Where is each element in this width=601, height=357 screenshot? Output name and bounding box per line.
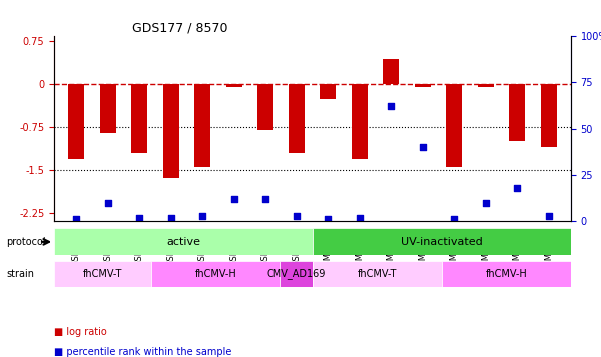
Text: active: active — [166, 237, 200, 247]
Bar — [320, 84, 336, 99]
Bar — [383, 59, 399, 84]
Point — [229, 196, 239, 202]
Point — [103, 200, 112, 206]
FancyBboxPatch shape — [151, 261, 280, 287]
Bar — [352, 84, 368, 159]
Text: ■ log ratio: ■ log ratio — [54, 327, 107, 337]
Point — [260, 196, 270, 202]
Text: fhCMV-H: fhCMV-H — [486, 269, 527, 279]
Point — [481, 200, 490, 206]
Bar — [510, 84, 525, 141]
Bar — [163, 84, 178, 178]
Bar — [257, 84, 273, 130]
Bar — [194, 84, 210, 167]
Point — [418, 144, 428, 150]
Point — [292, 213, 302, 218]
Bar — [69, 84, 84, 159]
Bar — [131, 84, 147, 153]
Point — [450, 217, 459, 222]
FancyBboxPatch shape — [280, 261, 313, 287]
Point — [386, 104, 396, 109]
Point — [323, 217, 333, 222]
Point — [135, 215, 144, 221]
Text: protocol: protocol — [6, 237, 46, 247]
Bar — [415, 84, 431, 87]
Point — [355, 215, 365, 221]
FancyBboxPatch shape — [313, 261, 442, 287]
FancyBboxPatch shape — [313, 228, 571, 255]
Text: fhCMV-T: fhCMV-T — [83, 269, 122, 279]
Text: strain: strain — [6, 269, 34, 279]
Point — [544, 213, 554, 218]
Point — [166, 215, 175, 221]
Bar — [478, 84, 494, 87]
Bar — [447, 84, 462, 167]
Point — [513, 185, 522, 191]
Point — [72, 217, 81, 222]
FancyBboxPatch shape — [442, 261, 571, 287]
FancyBboxPatch shape — [54, 228, 313, 255]
Text: CMV_AD169: CMV_AD169 — [267, 268, 326, 280]
Text: ■ percentile rank within the sample: ■ percentile rank within the sample — [54, 347, 231, 357]
Text: fhCMV-H: fhCMV-H — [195, 269, 236, 279]
Bar — [100, 84, 115, 133]
FancyBboxPatch shape — [54, 261, 151, 287]
Text: UV-inactivated: UV-inactivated — [401, 237, 483, 247]
Bar — [226, 84, 242, 87]
Text: GDS177 / 8570: GDS177 / 8570 — [132, 21, 227, 35]
Bar — [541, 84, 557, 147]
Point — [197, 213, 207, 218]
Text: fhCMV-T: fhCMV-T — [358, 269, 397, 279]
Bar — [289, 84, 305, 153]
